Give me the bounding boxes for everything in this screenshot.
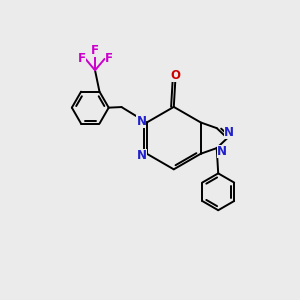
- Text: N: N: [224, 126, 234, 139]
- Text: F: F: [91, 44, 99, 58]
- Text: N: N: [217, 145, 227, 158]
- Text: N: N: [136, 115, 146, 128]
- Text: N: N: [137, 149, 147, 162]
- Text: F: F: [105, 52, 113, 65]
- Text: O: O: [170, 69, 180, 82]
- Text: F: F: [78, 52, 86, 65]
